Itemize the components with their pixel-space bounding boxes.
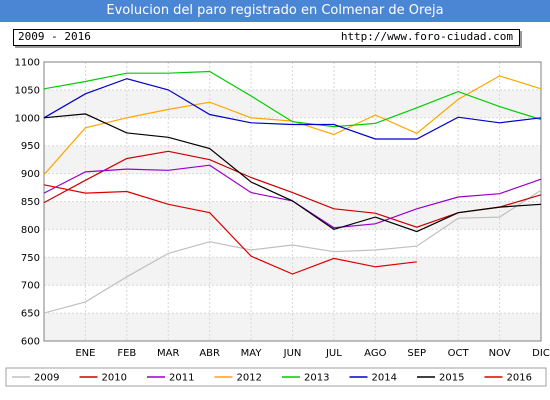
- legend-label-2014: 2014: [372, 373, 397, 384]
- x-tick-label: DIC: [532, 348, 550, 359]
- y-tick-label: 700: [21, 281, 40, 292]
- y-tick-label: 1050: [15, 85, 40, 96]
- y-tick-label: 1100: [15, 58, 40, 69]
- x-tick-label: JUN: [283, 348, 302, 359]
- x-tick-label: FEB: [117, 348, 136, 359]
- info-box: 2009 - 2016 http://www.foro-ciudad.com: [13, 29, 520, 46]
- series-line-2009: [43, 189, 542, 314]
- x-tick-label: NOV: [489, 348, 511, 359]
- legend-label-2011: 2011: [169, 373, 194, 384]
- legend-label-2013: 2013: [304, 373, 329, 384]
- x-tick-label: OCT: [448, 348, 470, 359]
- x-tick-label: MAY: [241, 348, 263, 359]
- y-tick-label: 800: [21, 225, 40, 236]
- x-tick-label: SEP: [407, 348, 426, 359]
- chart-title: Evolucion del paro registrado en Colmena…: [106, 3, 444, 18]
- series-line-2015: [43, 113, 542, 233]
- source-url: http://www.foro-ciudad.com: [340, 30, 513, 43]
- y-tick-label: 850: [21, 197, 40, 208]
- x-tick-label: MAR: [157, 348, 179, 359]
- legend-label-2015: 2015: [439, 373, 464, 384]
- x-tick-label: AGO: [364, 348, 386, 359]
- plot-border: [43, 61, 542, 342]
- legend-label-2010: 2010: [102, 373, 127, 384]
- x-tick-label: ENE: [75, 348, 95, 359]
- y-tick-label: 900: [21, 169, 40, 180]
- y-tick-label: 1000: [15, 113, 40, 124]
- period-label: 2009 - 2016: [18, 30, 91, 43]
- series-line-2016: [43, 184, 417, 275]
- series-line-2014: [43, 78, 542, 140]
- legend-label-2012: 2012: [237, 373, 262, 384]
- legend-box: [5, 367, 547, 387]
- series-line-2013: [43, 70, 542, 128]
- title-bar: Evolucion del paro registrado en Colmena…: [0, 0, 550, 22]
- legend-label-2016: 2016: [507, 373, 532, 384]
- y-tick-label: 650: [21, 309, 40, 320]
- y-tick-label: 950: [21, 141, 40, 152]
- y-tick-label: 750: [21, 253, 40, 264]
- x-tick-label: JUL: [325, 348, 342, 359]
- y-tick-label: 600: [21, 337, 40, 348]
- legend-label-2009: 2009: [34, 373, 59, 384]
- x-tick-label: ABR: [199, 348, 220, 359]
